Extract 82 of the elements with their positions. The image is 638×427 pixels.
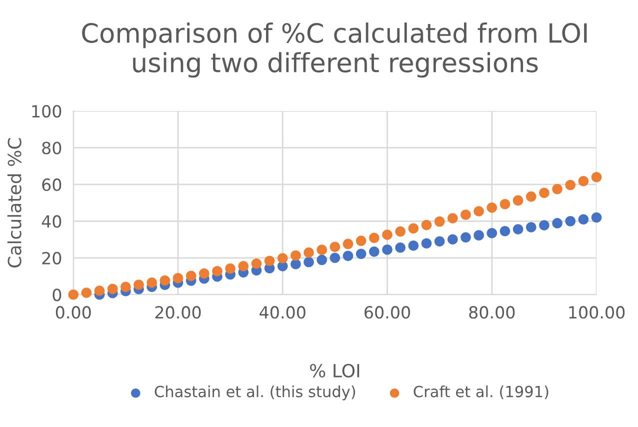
y-axis-title: Calculated %C xyxy=(7,138,22,268)
point xyxy=(382,244,392,255)
x-tick-label: 100.00 xyxy=(569,306,625,319)
point xyxy=(172,272,184,284)
point xyxy=(512,195,524,206)
point xyxy=(539,220,550,230)
point xyxy=(539,188,550,198)
point xyxy=(421,220,432,230)
point xyxy=(304,247,314,258)
point xyxy=(591,172,602,182)
y-tick-label: 80 xyxy=(42,142,62,154)
point xyxy=(160,275,170,286)
point xyxy=(434,236,445,247)
point xyxy=(421,238,432,249)
point xyxy=(448,234,458,245)
point xyxy=(225,263,236,274)
point xyxy=(146,278,157,288)
point xyxy=(342,238,354,250)
point xyxy=(356,236,366,246)
point xyxy=(94,286,105,296)
x-tick-label: 20.00 xyxy=(155,306,201,319)
point xyxy=(356,248,366,260)
point xyxy=(330,252,340,264)
y-tick-label: 0 xyxy=(52,288,62,302)
point xyxy=(186,270,196,282)
point xyxy=(500,226,510,236)
point xyxy=(474,206,484,216)
point xyxy=(448,213,458,224)
point xyxy=(512,224,524,234)
point xyxy=(565,180,576,190)
x-tick-label: 40.00 xyxy=(260,306,306,319)
point xyxy=(316,254,328,266)
point xyxy=(486,202,498,213)
y-tick-label: 100 xyxy=(32,104,62,118)
point xyxy=(408,223,419,234)
point xyxy=(486,228,498,238)
x-tick-label: 0.00 xyxy=(56,306,91,319)
legend-label: Chastain et al. (this study) xyxy=(154,385,356,400)
point xyxy=(199,268,210,279)
point xyxy=(264,256,275,266)
point xyxy=(460,232,471,242)
point xyxy=(238,261,249,272)
point xyxy=(526,222,536,232)
point xyxy=(134,280,144,290)
point xyxy=(316,244,328,255)
point xyxy=(408,240,419,251)
point xyxy=(330,242,340,252)
point xyxy=(591,212,602,223)
point xyxy=(395,242,406,253)
legend-label: Craft et al. (1991) xyxy=(414,385,548,400)
point xyxy=(474,230,484,240)
point xyxy=(552,218,562,228)
point xyxy=(552,184,562,194)
point xyxy=(369,246,380,257)
x-tick-label: 60.00 xyxy=(364,306,410,319)
point xyxy=(290,250,301,261)
x-axis-title: % LOI xyxy=(310,364,360,378)
point xyxy=(395,226,406,237)
point xyxy=(578,176,589,186)
point xyxy=(434,216,445,227)
point xyxy=(120,282,131,292)
y-tick-label: 40 xyxy=(42,215,62,228)
point xyxy=(68,289,79,300)
y-tick-label: 20 xyxy=(42,252,62,264)
chart-title: Comparison of %C calculated from LOI using two different regressions xyxy=(82,22,587,78)
point xyxy=(277,253,288,264)
point xyxy=(578,214,589,224)
x-tick-label: 80.00 xyxy=(469,306,515,319)
point xyxy=(369,232,380,244)
point xyxy=(251,258,262,269)
point xyxy=(526,191,536,202)
point xyxy=(382,230,392,240)
point xyxy=(565,216,576,226)
point xyxy=(304,256,314,268)
point xyxy=(290,259,301,270)
point xyxy=(500,198,510,210)
point xyxy=(81,288,92,298)
y-tick-label: 60 xyxy=(42,178,62,192)
point xyxy=(107,284,118,294)
point xyxy=(212,266,222,276)
point xyxy=(342,250,354,262)
point xyxy=(460,210,471,220)
